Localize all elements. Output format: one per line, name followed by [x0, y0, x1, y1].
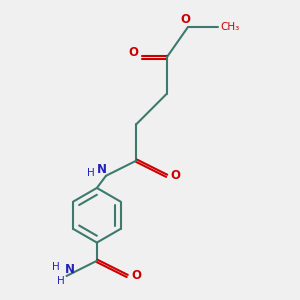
- Text: N: N: [64, 263, 75, 276]
- Text: O: O: [131, 269, 141, 283]
- Text: O: O: [180, 13, 190, 26]
- Text: H: H: [52, 262, 60, 272]
- Text: H: H: [57, 275, 64, 286]
- Text: O: O: [171, 169, 181, 182]
- Text: H: H: [87, 168, 95, 178]
- Text: O: O: [128, 46, 138, 59]
- Text: CH₃: CH₃: [221, 22, 240, 32]
- Text: N: N: [96, 163, 106, 176]
